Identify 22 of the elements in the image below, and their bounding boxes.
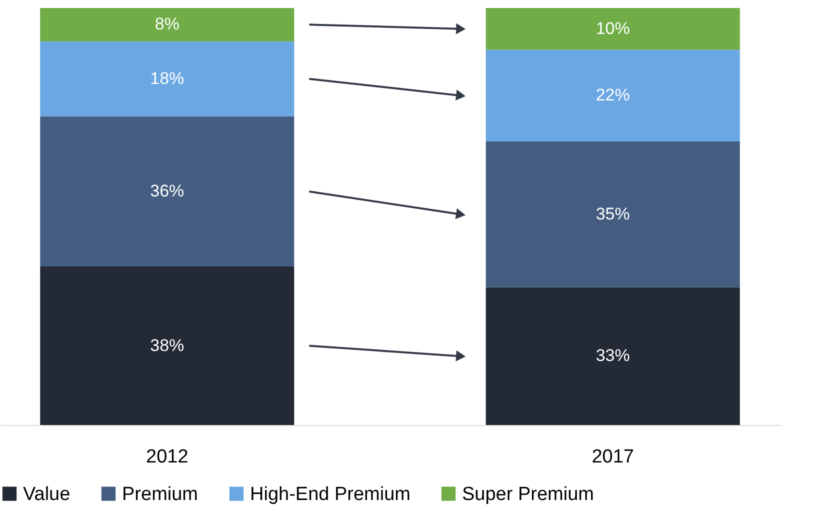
bar: [486, 50, 740, 142]
x-tick-label: 2012: [146, 446, 188, 468]
legend-label: Premium: [122, 484, 198, 505]
bar: [486, 287, 740, 425]
data-label: 8%: [154, 14, 180, 34]
legend-label: Value: [23, 484, 70, 505]
bar: [40, 116, 294, 267]
bar: [40, 41, 294, 116]
data-label: 36%: [150, 181, 184, 200]
bar: [40, 266, 294, 425]
data-label: 38%: [150, 336, 184, 355]
data-label: 35%: [596, 204, 630, 224]
legend-label: High-End Premium: [250, 484, 410, 505]
data-label: 10%: [596, 18, 630, 38]
legend-label: Super Premium: [462, 484, 594, 505]
data-label: 33%: [596, 346, 630, 366]
x-tick-label: 2017: [592, 446, 634, 468]
data-label: 22%: [596, 86, 630, 105]
data-label: 18%: [150, 68, 184, 88]
bar: [40, 8, 294, 42]
bar: [486, 8, 740, 50]
bar: [486, 141, 740, 288]
